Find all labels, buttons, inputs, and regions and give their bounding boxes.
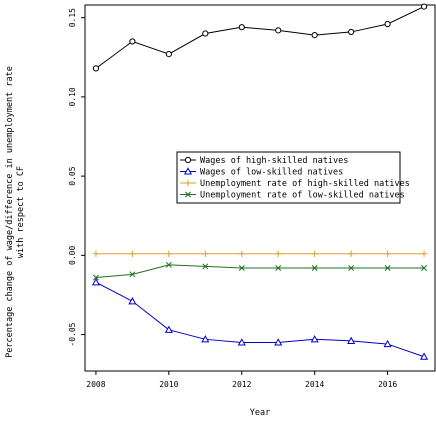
legend: Wages of high-skilled natives Wages of lo… — [176, 151, 410, 204]
data-point — [420, 250, 428, 257]
y-tick-label: 0.00 — [68, 246, 77, 265]
data-point — [164, 325, 173, 333]
data-point — [183, 167, 193, 175]
series — [92, 3, 428, 72]
data-point — [202, 250, 209, 257]
data-point — [274, 338, 283, 346]
data-point — [421, 265, 428, 271]
y-tick-label: 0.05 — [68, 166, 77, 185]
data-point — [238, 265, 245, 271]
data-point — [185, 191, 191, 198]
x-tick-label: 2016 — [378, 380, 397, 389]
series — [92, 261, 428, 281]
data-point — [275, 27, 282, 34]
data-point — [92, 274, 99, 281]
series — [91, 278, 429, 360]
data-point — [165, 250, 173, 257]
legend-label: Wages of high-skilled natives — [200, 156, 348, 166]
data-point — [184, 156, 192, 164]
legend-label: Wages of low-skilled natives — [200, 168, 343, 178]
y-tick-label: 0.15 — [68, 8, 77, 27]
data-point — [165, 261, 172, 268]
legend-box — [176, 151, 401, 204]
data-point — [420, 352, 429, 360]
series-line — [95, 6, 425, 69]
data-point — [129, 250, 136, 257]
legend-label: Unemployment rate of high-skilled native… — [200, 179, 410, 189]
x-tick-label: 2008 — [86, 380, 105, 389]
data-point — [311, 32, 318, 39]
y-axis-title-line: with respect to CF — [16, 166, 26, 258]
data-point — [128, 297, 137, 305]
y-axis-title: Percentage change of wage/difference in … — [5, 66, 26, 358]
series-line — [95, 264, 425, 279]
y-axis: -0.05 0.00 0.05 0.10 0.15 — [68, 8, 85, 347]
data-point — [92, 250, 100, 257]
data-point — [129, 271, 136, 278]
x-tick-label: 2014 — [305, 380, 324, 389]
data-point — [384, 265, 391, 271]
data-point — [347, 250, 355, 257]
data-point — [237, 338, 246, 346]
data-point — [129, 38, 136, 45]
data-point — [311, 250, 318, 257]
x-tick-label: 2010 — [159, 380, 178, 389]
series-layer — [91, 3, 429, 360]
data-point — [238, 250, 245, 257]
data-point — [383, 339, 392, 348]
data-point — [202, 30, 209, 37]
y-axis-title-line: Percentage change of wage/difference in … — [5, 66, 15, 358]
data-point — [238, 24, 245, 31]
data-point — [202, 263, 209, 270]
data-point — [384, 250, 391, 257]
data-point — [275, 265, 282, 271]
data-point — [347, 336, 356, 344]
data-point — [311, 265, 318, 271]
data-point — [420, 3, 428, 10]
data-point — [92, 65, 100, 72]
data-point — [275, 250, 282, 257]
x-axis-title: Year — [250, 408, 270, 418]
data-point — [348, 28, 355, 36]
y-tick-label: 0.10 — [68, 87, 77, 106]
series-line — [95, 281, 425, 358]
data-point — [384, 20, 391, 28]
x-axis: 2008 2010 2012 2014 2016 — [86, 371, 397, 389]
data-point — [310, 335, 319, 343]
x-tick-label: 2012 — [232, 380, 251, 389]
series — [92, 250, 428, 257]
data-point — [184, 179, 192, 187]
data-point — [91, 278, 100, 286]
data-point — [348, 265, 355, 271]
legend-label: Unemployment rate of low-skilled natives — [200, 191, 405, 201]
data-point — [201, 335, 210, 343]
y-tick-label: -0.05 — [68, 322, 77, 346]
plot-frame — [84, 4, 436, 372]
data-point — [165, 51, 172, 58]
